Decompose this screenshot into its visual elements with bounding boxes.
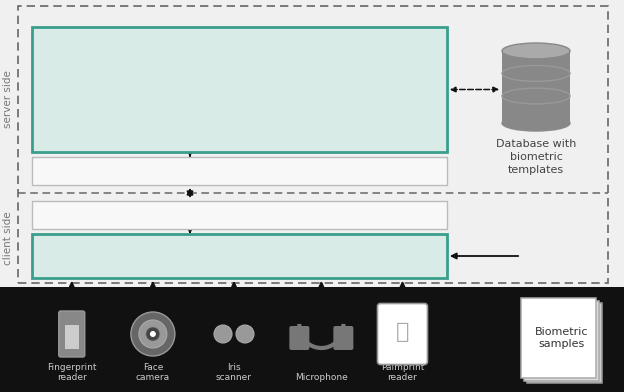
Text: Database with
biometric
templates: Database with biometric templates [496, 139, 576, 175]
Circle shape [131, 312, 175, 356]
Text: Microphone: Microphone [295, 373, 348, 382]
Circle shape [139, 320, 167, 348]
Text: Desktop or mobile application, developed by integrator: Desktop or mobile application, developed… [85, 210, 394, 220]
FancyBboxPatch shape [32, 157, 447, 185]
Bar [0, 287, 624, 392]
Text: Application logic, developed by integrator: Application logic, developed by integrat… [122, 166, 356, 176]
FancyBboxPatch shape [521, 298, 596, 378]
Text: Fingerprint
reader: Fingerprint reader [47, 363, 97, 382]
FancyBboxPatch shape [59, 311, 85, 357]
Ellipse shape [502, 43, 570, 59]
FancyBboxPatch shape [527, 303, 602, 383]
Text: MegaMatcher template extraction components: MegaMatcher template extraction componen… [45, 249, 434, 263]
Text: Iris
scanner: Iris scanner [216, 363, 252, 382]
Circle shape [236, 325, 254, 343]
Text: Face
camera: Face camera [136, 363, 170, 382]
Text: MegaMatcher Accelerator units: MegaMatcher Accelerator units [80, 80, 398, 98]
FancyBboxPatch shape [290, 326, 310, 350]
FancyBboxPatch shape [378, 303, 427, 365]
FancyBboxPatch shape [32, 201, 447, 229]
Text: client side: client side [3, 211, 13, 265]
Text: server side: server side [3, 71, 13, 129]
Ellipse shape [502, 115, 570, 131]
Text: Biometric
samples: Biometric samples [535, 327, 588, 349]
FancyBboxPatch shape [333, 326, 353, 350]
FancyBboxPatch shape [32, 234, 447, 278]
Circle shape [150, 331, 156, 337]
FancyBboxPatch shape [524, 301, 599, 381]
FancyBboxPatch shape [32, 27, 447, 152]
Circle shape [214, 325, 232, 343]
Circle shape [146, 327, 160, 341]
Text: ✋: ✋ [396, 322, 409, 342]
Bar [65, 325, 79, 349]
Text: Palmprint
reader: Palmprint reader [381, 363, 424, 382]
Bar [502, 51, 570, 123]
